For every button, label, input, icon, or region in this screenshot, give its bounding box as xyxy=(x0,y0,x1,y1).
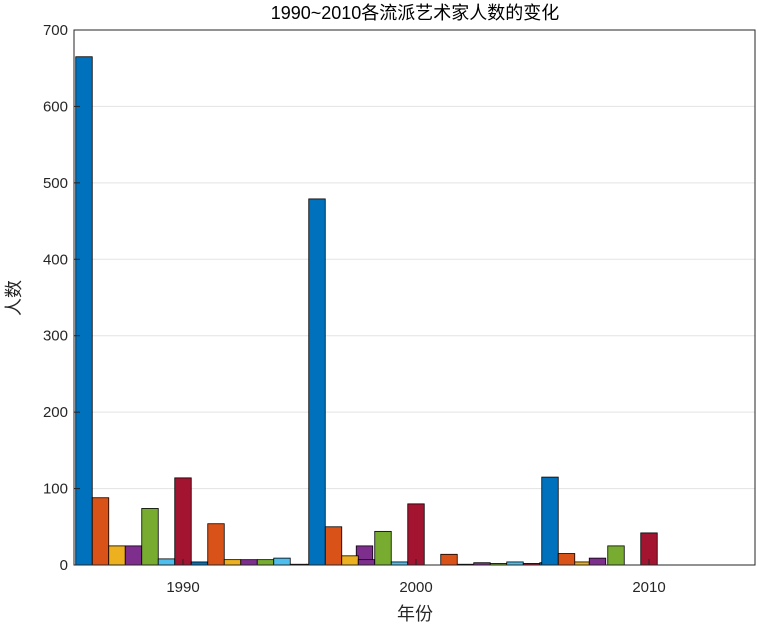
x-tick-label: 2000 xyxy=(399,579,432,596)
bar xyxy=(240,559,258,566)
bar xyxy=(341,555,359,566)
y-tick-label: 500 xyxy=(43,175,68,192)
plot-frame xyxy=(73,29,756,566)
bar xyxy=(273,557,291,566)
bar xyxy=(324,526,343,566)
y-tick-label: 400 xyxy=(43,251,68,268)
bar xyxy=(91,497,110,566)
y-tick-label: 0 xyxy=(60,557,68,574)
bar xyxy=(124,545,143,566)
y-tick-label: 300 xyxy=(43,328,68,345)
x-tick-label: 2010 xyxy=(632,579,665,596)
bar xyxy=(357,559,376,566)
bar xyxy=(157,558,176,566)
bar xyxy=(557,553,576,566)
bar xyxy=(541,476,559,566)
bar xyxy=(141,508,159,566)
x-axis-label: 年份 xyxy=(397,604,433,625)
chart-title: 1990~2010各流派艺术家人数的变化 xyxy=(271,3,560,23)
bar xyxy=(440,553,458,566)
bar xyxy=(256,559,275,566)
grid-lines xyxy=(74,105,755,490)
bar xyxy=(207,523,225,566)
y-tick-label: 700 xyxy=(43,22,68,39)
bar xyxy=(223,559,242,566)
bar xyxy=(174,477,192,566)
y-tick-label: 100 xyxy=(43,481,68,498)
bar xyxy=(607,545,625,566)
bar xyxy=(308,198,326,566)
x-axis-ticks: 1990 2000 2010 xyxy=(166,559,666,596)
y-tick-label: 200 xyxy=(43,404,68,421)
y-axis-ticks: 0 100 200 300 400 500 600 700 xyxy=(43,22,80,574)
x-tick-label: 1990 xyxy=(166,579,199,596)
bar xyxy=(374,530,392,566)
bar xyxy=(407,503,425,566)
bar xyxy=(588,557,607,566)
bar xyxy=(108,545,126,566)
y-tick-label: 600 xyxy=(43,98,68,115)
y-axis-label: 人数 xyxy=(4,280,25,316)
bars xyxy=(75,56,658,566)
